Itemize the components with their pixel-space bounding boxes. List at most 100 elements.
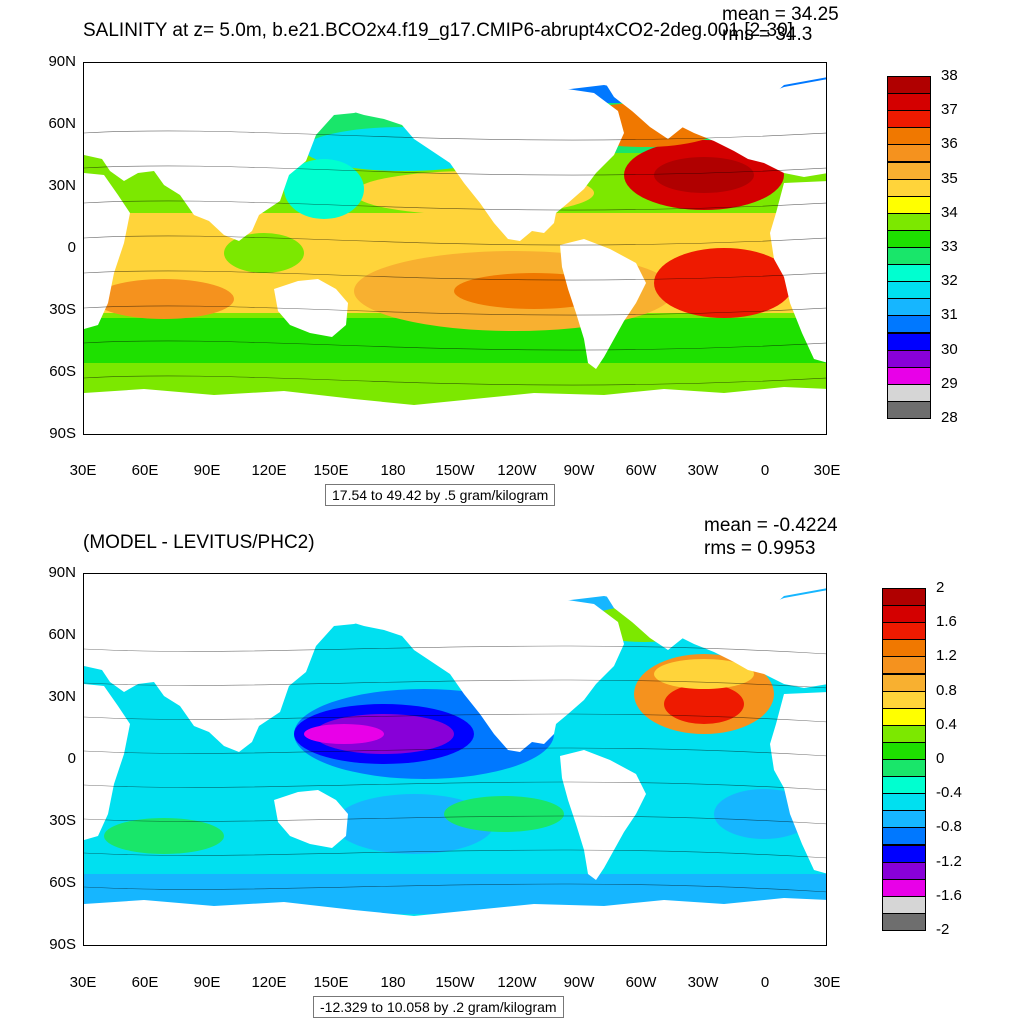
latitude-tick-label: 90S <box>49 936 76 953</box>
latitude-tick-label: 90N <box>48 53 76 70</box>
colorbar-swatch <box>882 707 926 726</box>
colorbar-swatch <box>887 383 931 402</box>
colorbar-swatch <box>882 912 926 931</box>
land-mask <box>84 387 826 434</box>
colorbar-label: 38 <box>941 67 958 84</box>
colorbar-swatch <box>887 229 931 248</box>
colorbar-swatch <box>882 741 926 760</box>
contour-line <box>84 200 826 211</box>
colorbar-swatch <box>882 810 926 829</box>
contour-region <box>654 157 754 193</box>
contour-line <box>84 375 826 386</box>
contour-region <box>664 684 744 724</box>
longitude-tick-label: 30E <box>69 974 97 991</box>
latitude-tick-label: 60N <box>48 626 76 643</box>
latitude-tick-label: 90N <box>48 564 76 581</box>
longitude-tick-label: 30W <box>687 974 719 991</box>
longitude-tick-label: 30E <box>813 974 841 991</box>
contour-line <box>84 849 826 859</box>
panel-title: SALINITY at z= 5.0m, b.e21.BCO2x4.f19_g1… <box>83 20 793 41</box>
longitude-tick-label: 150W <box>435 462 475 479</box>
land-mask <box>560 239 646 369</box>
land-mask <box>770 692 826 874</box>
colorbar-swatch <box>887 281 931 300</box>
contour-line <box>84 340 826 351</box>
longitude-tick-label: 120E <box>251 462 287 479</box>
colorbar-label: 34 <box>941 203 958 221</box>
latitude-tick-label: 0 <box>67 750 76 767</box>
mean-stat: mean = -0.4224 <box>704 515 838 536</box>
land-mask <box>770 181 826 363</box>
colorbar-label: 33 <box>941 238 958 255</box>
contour-region <box>104 818 224 854</box>
colorbar-label: -0.4 <box>936 784 962 802</box>
contour-line <box>84 747 826 757</box>
longitude-tick-label: 0 <box>760 974 770 991</box>
contour-line <box>84 713 826 723</box>
longitude-tick-label: 90W <box>563 462 595 479</box>
longitude-tick-label: 90W <box>563 974 595 991</box>
land-mask <box>314 592 624 752</box>
colorbar-swatch <box>882 673 926 692</box>
colorbar-label: 31 <box>941 306 958 324</box>
contour-line <box>84 781 826 791</box>
colorbar-swatch <box>887 315 931 334</box>
longitude-tick-label: 60W <box>625 974 657 991</box>
contour-line <box>84 130 826 141</box>
longitude-tick-label: 120W <box>497 462 537 479</box>
longitude-tick-label: 90E <box>193 974 221 991</box>
contour-line <box>84 883 826 893</box>
latitude-tick-label: 60N <box>48 115 76 132</box>
colorbar-label: 36 <box>941 135 958 153</box>
land-mask <box>274 790 348 848</box>
longitude-tick-label: 180 <box>380 974 406 991</box>
longitude-tick-label: 60W <box>625 462 657 479</box>
contour-line <box>84 645 826 655</box>
latitude-tick-label: 60S <box>49 363 76 380</box>
colorbar-label: 0.8 <box>936 681 957 699</box>
colorbar-swatch <box>887 264 931 283</box>
longitude-tick-label: 150W <box>435 974 475 991</box>
land-mask <box>314 81 624 241</box>
longitude-tick-label: 60E <box>131 974 159 991</box>
colorbar-swatch <box>887 93 931 112</box>
colorbar-swatch <box>882 588 926 607</box>
colorbar-swatch <box>882 690 926 709</box>
colorbar-swatch <box>882 759 926 778</box>
colorbar-label: 35 <box>941 169 958 187</box>
salinity-map-canvas <box>84 63 826 434</box>
longitude-tick-label: 30E <box>69 462 97 479</box>
contour-region <box>304 724 384 744</box>
contour-range-label: 17.54 to 49.42 by .5 gram/kilogram <box>325 484 556 506</box>
colorbar-label: 0.4 <box>936 715 957 733</box>
longitude-tick-label: 90E <box>193 462 221 479</box>
colorbar-swatch <box>887 400 931 419</box>
colorbar-label: 37 <box>941 101 958 119</box>
colorbar-swatch <box>882 878 926 897</box>
colorbar-swatch <box>887 76 931 95</box>
contour-range-label: -12.329 to 10.058 by .2 gram/kilogram <box>313 996 564 1018</box>
contour-region <box>94 279 234 319</box>
colorbar-swatch <box>882 656 926 675</box>
land-mask <box>84 684 130 840</box>
colorbar-swatch <box>887 349 931 368</box>
land-mask <box>84 173 130 329</box>
colorbar-swatch <box>882 793 926 812</box>
contour-line <box>84 679 826 689</box>
colorbar-swatch <box>887 178 931 197</box>
contour-region <box>224 233 304 273</box>
land-mask <box>84 898 826 945</box>
latitude-tick-label: 30N <box>48 177 76 194</box>
land-mask <box>84 63 826 241</box>
colorbar-label: 30 <box>941 340 958 358</box>
colorbar-label: 32 <box>941 272 958 290</box>
colorbar-swatch <box>887 144 931 163</box>
colorbar-label: 0 <box>936 750 945 767</box>
difference-panel: (MODEL - LEVITUS/PHC2) mean = -0.4224 rm… <box>0 512 1024 1024</box>
rms-stat: rms = 34.3 <box>722 24 813 45</box>
colorbar-swatch <box>882 605 926 624</box>
salinity-panel: SALINITY at z= 5.0m, b.e21.BCO2x4.f19_g1… <box>48 4 958 506</box>
colorbar-label: 1.2 <box>936 647 957 665</box>
contour-line <box>84 165 826 176</box>
longitude-tick-label: 180 <box>380 462 406 479</box>
